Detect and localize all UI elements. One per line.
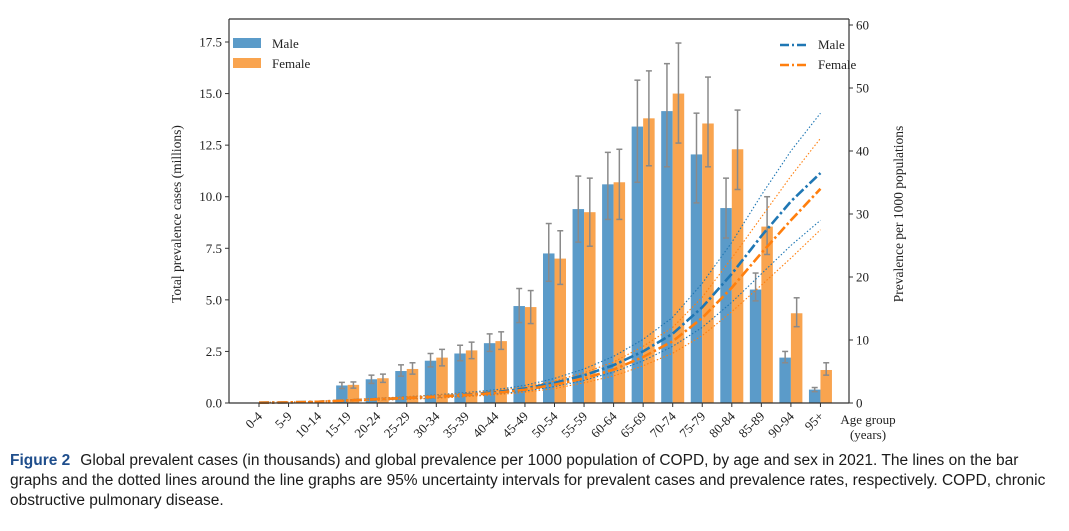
x-tick-label: 30-34 xyxy=(410,408,442,440)
bar-female-20-24 xyxy=(377,378,389,403)
y-tick-label: 5.0 xyxy=(206,292,222,307)
x-axis-label-line2: (years) xyxy=(850,427,886,442)
line-female-prevalence xyxy=(258,187,822,404)
y-tick-label: 15.0 xyxy=(199,86,222,101)
y-tick-label: 10.0 xyxy=(199,189,222,204)
x-tick-label: 85-89 xyxy=(735,409,767,441)
x-tick-label: 10-14 xyxy=(292,408,324,440)
error-bars-layer xyxy=(338,42,830,393)
bar-female-50-54 xyxy=(554,258,566,403)
legend-line-label-female: Female xyxy=(818,57,856,72)
y2-tick-label: 60 xyxy=(856,18,869,33)
bar-male-35-39 xyxy=(454,353,466,403)
x-tick-label: 95+ xyxy=(802,409,827,434)
caption-text: Global prevalent cases (in thousands) an… xyxy=(10,452,1046,509)
y2-axis-label: Prevalence per 1000 populations xyxy=(891,126,906,303)
line-male-lower-ui xyxy=(258,219,821,404)
x-tick-label: 80-84 xyxy=(706,408,738,440)
x-tick-label: 70-74 xyxy=(647,408,679,440)
bars-layer xyxy=(336,93,832,404)
bar-male-20-24 xyxy=(365,379,378,403)
y-axis-label: Total prevalence cases (millions) xyxy=(169,125,184,303)
x-tick-label: 45-49 xyxy=(499,409,531,441)
bar-female-75-79 xyxy=(702,123,714,404)
bar-male-85-89 xyxy=(749,289,762,403)
x-tick-label: 5-9 xyxy=(272,409,295,432)
bar-female-80-84 xyxy=(731,149,744,403)
x-tick-label: 35-39 xyxy=(440,409,472,441)
x-tick-label: 55-59 xyxy=(558,409,590,441)
x-tick-label: 0-4 xyxy=(242,408,265,431)
legend-swatch-female xyxy=(233,58,261,68)
y2-tick-label: 20 xyxy=(856,270,869,285)
bar-male-75-79 xyxy=(690,154,703,403)
bar-female-85-89 xyxy=(761,226,773,403)
x-axis-label-line1: Age group xyxy=(840,412,895,427)
legend-label-female: Female xyxy=(272,56,310,71)
bar-male-90-94 xyxy=(779,357,791,403)
figure-label: Figure 2 xyxy=(10,452,71,469)
y2-tick-label: 0 xyxy=(856,396,863,411)
x-tick-label: 25-29 xyxy=(381,409,413,441)
lines-layer xyxy=(258,112,822,404)
x-tick-label: 40-44 xyxy=(469,408,501,440)
legend-lines: Male Female xyxy=(780,37,856,72)
bar-female-95+ xyxy=(820,369,832,403)
bar-male-70-74 xyxy=(661,111,673,403)
chart: 0.0 2.5 5.0 7.5 10.0 12.5 15.0 17.5 0 10 20 30 40 50 6… xyxy=(169,18,906,443)
bar-female-90-94 xyxy=(790,313,803,403)
bar-male-30-34 xyxy=(424,360,437,403)
bar-female-45-49 xyxy=(524,307,537,403)
bar-female-55-59 xyxy=(584,212,596,403)
y2-tick-label: 10 xyxy=(856,333,869,348)
figure-caption: Figure 2 Global prevalent cases (in thous… xyxy=(10,451,1060,511)
legend-line-label-male: Male xyxy=(818,37,845,52)
y-tick-label: 12.5 xyxy=(199,138,222,153)
bar-female-60-64 xyxy=(613,182,626,403)
bar-female-70-74 xyxy=(672,93,685,404)
bar-male-55-59 xyxy=(572,209,585,403)
legend-label-male: Male xyxy=(272,36,299,51)
x-tick-label: 75-79 xyxy=(676,409,708,441)
x-tick-label: 60-64 xyxy=(588,408,620,440)
bar-male-60-64 xyxy=(602,184,614,403)
bar-female-65-69 xyxy=(643,118,655,403)
bar-female-35-39 xyxy=(465,350,478,403)
line-female-lower-ui xyxy=(258,229,821,404)
legend-bars: Male Female xyxy=(233,36,310,71)
y2-tick-label: 40 xyxy=(856,144,869,159)
bar-male-95+ xyxy=(808,389,821,403)
line-male-upper-ui xyxy=(258,112,821,404)
x-tick-label: 65-69 xyxy=(617,409,649,441)
bar-male-45-49 xyxy=(513,306,525,403)
bar-male-15-19 xyxy=(336,385,348,403)
bar-male-40-44 xyxy=(483,343,496,403)
bar-male-50-54 xyxy=(543,253,555,403)
x-tick-label: 20-24 xyxy=(351,408,383,440)
y-tick-label: 17.5 xyxy=(199,35,222,50)
bar-female-30-34 xyxy=(436,357,448,403)
y-tick-label: 2.5 xyxy=(206,344,222,359)
y2-tick-label: 50 xyxy=(856,81,869,96)
x-tick-label: 50-54 xyxy=(529,408,561,440)
x-tick-label: 90-94 xyxy=(765,408,797,440)
y-tick-label: 0.0 xyxy=(206,396,222,411)
x-tick-label: 15-19 xyxy=(322,409,354,441)
bar-male-65-69 xyxy=(631,126,644,403)
legend-swatch-male xyxy=(233,38,261,48)
y2-tick-label: 30 xyxy=(856,207,869,222)
bar-female-25-29 xyxy=(406,368,419,403)
bar-male-80-84 xyxy=(720,208,732,403)
bar-male-25-29 xyxy=(395,371,407,403)
bar-female-15-19 xyxy=(347,384,360,403)
y-tick-label: 7.5 xyxy=(206,241,222,256)
bar-female-40-44 xyxy=(495,341,507,403)
